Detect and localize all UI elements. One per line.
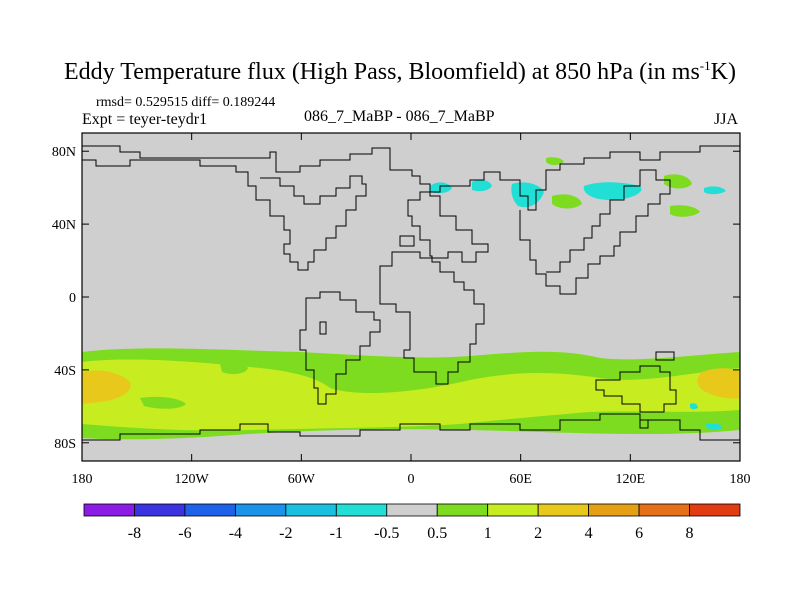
contour-green-patch-1 xyxy=(220,361,248,375)
lat-tick-label: 80N xyxy=(52,145,76,160)
lat-tick-label: 40S xyxy=(54,364,76,379)
colorbar-swatch xyxy=(234,503,287,517)
colorbar-swatch xyxy=(588,503,640,517)
colorbar-label: 0.5 xyxy=(427,525,447,542)
season-label: JJA xyxy=(714,111,739,128)
colorbar-label: 2 xyxy=(534,525,542,542)
coastline-island-3 xyxy=(639,419,649,429)
latitude-axis: 80N 40N 0 40S 80S xyxy=(52,145,740,452)
contour-north-green-1 xyxy=(546,157,564,165)
colorbar-label: -8 xyxy=(128,525,141,542)
lat-tick-label: 80S xyxy=(54,437,76,452)
colorbar-swatch xyxy=(83,503,135,517)
colorbar-label: -4 xyxy=(229,525,242,542)
colorbar-swatch xyxy=(285,503,337,517)
colorbar-label: 4 xyxy=(585,525,593,542)
contour-north-cyan-5 xyxy=(704,186,726,195)
colorbar-swatch xyxy=(386,503,438,517)
lon-tick-label: 180 xyxy=(72,472,93,487)
flux-contours xyxy=(82,157,740,440)
lon-tick-label: 180 xyxy=(730,472,751,487)
lat-tick-label: 0 xyxy=(69,291,76,306)
coastline-east-asia xyxy=(519,169,671,295)
contour-north-cyan-1 xyxy=(430,182,452,194)
contour-southern-yellow-band xyxy=(82,359,740,431)
rmsd-diff-stats: rmsd= 0.529515 diff= 0.189244 xyxy=(96,95,276,110)
contour-north-cyan-4 xyxy=(583,182,642,200)
colorbar-label: -6 xyxy=(178,525,191,542)
plot-title: Eddy Temperature flux (High Pass, Bloomf… xyxy=(64,58,736,85)
lon-tick-label: 60W xyxy=(288,472,316,487)
colorbar-label: -1 xyxy=(330,525,343,542)
experiment-label: Expt = teyer-teydr1 xyxy=(82,111,208,128)
contour-green-patch-2 xyxy=(140,396,186,409)
contour-north-cyan-6 xyxy=(690,403,698,410)
colorbar: -8 -6 -4 -2 -1 -0.5 0.5 1 2 4 6 8 xyxy=(83,503,741,542)
colorbar-label: 1 xyxy=(484,525,492,542)
coastlines xyxy=(82,145,740,441)
colorbar-swatch xyxy=(638,503,690,517)
lat-tick-label: 40N xyxy=(52,218,76,233)
lon-tick-label: 120E xyxy=(616,472,646,487)
contour-north-cyan-2 xyxy=(472,179,492,192)
colorbar-swatch xyxy=(134,503,186,517)
colorbar-label: -0.5 xyxy=(374,525,399,542)
contour-north-green-4 xyxy=(552,194,582,209)
lon-tick-label: 60E xyxy=(509,472,532,487)
coastline-island-1 xyxy=(399,235,415,247)
colorbar-swatch xyxy=(689,503,741,517)
colorbar-swatch xyxy=(436,503,489,517)
colorbar-swatch xyxy=(487,503,539,517)
colorbar-label: 6 xyxy=(635,525,643,542)
colorbar-label: -2 xyxy=(279,525,292,542)
coastline-eurasia-africa xyxy=(82,145,740,385)
colorbar-label: 8 xyxy=(686,525,694,542)
contour-southern-orange-west xyxy=(82,370,131,404)
coastline-island-4 xyxy=(655,351,675,361)
lon-tick-label: 120W xyxy=(175,472,210,487)
simulation-label: 086_7_MaBP - 086_7_MaBP xyxy=(304,108,495,125)
contour-southern-orange-east xyxy=(697,368,740,399)
coastline-island-2 xyxy=(319,321,327,335)
lon-tick-label: 0 xyxy=(408,472,415,487)
contour-north-green-2 xyxy=(664,174,692,189)
longitude-axis: 180 120W 60W 0 60E 120E 180 xyxy=(72,133,751,487)
contour-north-cyan-7 xyxy=(706,423,722,431)
coastline-antarctica xyxy=(82,413,740,441)
coastline-australia xyxy=(595,365,677,413)
contour-north-green-3 xyxy=(670,205,700,217)
colorbar-swatch xyxy=(184,503,236,517)
colorbar-swatch xyxy=(537,503,590,517)
colorbar-swatch xyxy=(335,503,388,517)
coastline-north-america xyxy=(82,159,367,271)
coastline-south-america xyxy=(299,291,381,405)
